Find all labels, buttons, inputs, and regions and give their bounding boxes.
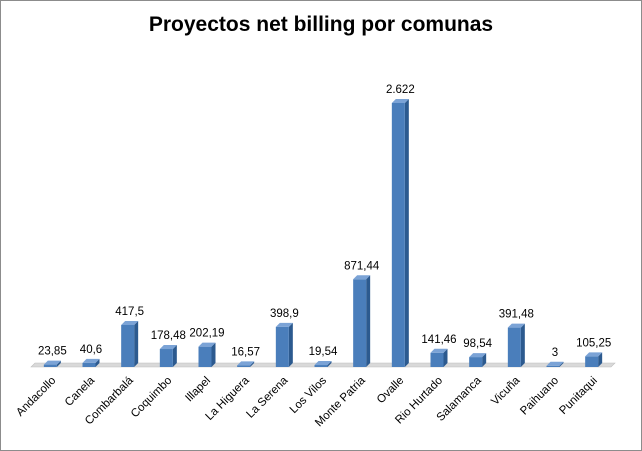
bar-vicuña [507,323,525,367]
bar-andacollo [43,360,61,367]
data-label: 19,54 [309,346,338,358]
data-label: 202,19 [189,328,224,340]
x-tick-label: Ovalle [375,375,407,407]
bar-rio-hurtado [430,348,448,367]
data-label: 98,54 [463,338,492,350]
data-label: 105,25 [576,337,611,349]
data-label: 40,6 [80,344,102,356]
data-label: 871,44 [344,260,380,272]
x-tick-label: Coquimbo [129,375,175,421]
bar-salamanca [469,353,487,367]
data-label: 23,85 [38,346,67,358]
data-label: 141,46 [421,334,456,346]
bar-los-vilos [314,361,332,367]
data-label: 16,57 [231,346,260,358]
bar-coquimbo [159,345,177,367]
bar-monte-patria [353,275,371,367]
x-tick-label: Punitaqui [557,375,599,417]
bar-paihuano [546,361,564,367]
data-label: 2.622 [386,84,415,96]
data-label: 391,48 [499,309,534,321]
bar-canela [82,358,100,367]
data-label: 417,5 [115,306,144,318]
bar-la-higuera [237,361,255,367]
bar-combarbalá [121,320,139,367]
bar-punitaqui [585,352,603,367]
x-tick-label: Paihuano [518,375,561,418]
bar-illapel [198,342,216,367]
bar-la-serena [275,322,293,367]
data-label: 398,9 [270,308,299,320]
data-label: 178,48 [151,330,186,342]
x-tick-label: Canela [63,374,98,409]
data-label: 3 [552,347,558,359]
x-tick-label: Andacollo [14,375,58,419]
chart-title: Proyectos net billing por comunas [148,13,494,36]
x-tick-label: Illapel [183,375,213,405]
bar-ovalle [391,99,409,367]
x-tick-label: Vicuña [489,374,523,408]
x-tick-label: La Serena [244,374,290,420]
